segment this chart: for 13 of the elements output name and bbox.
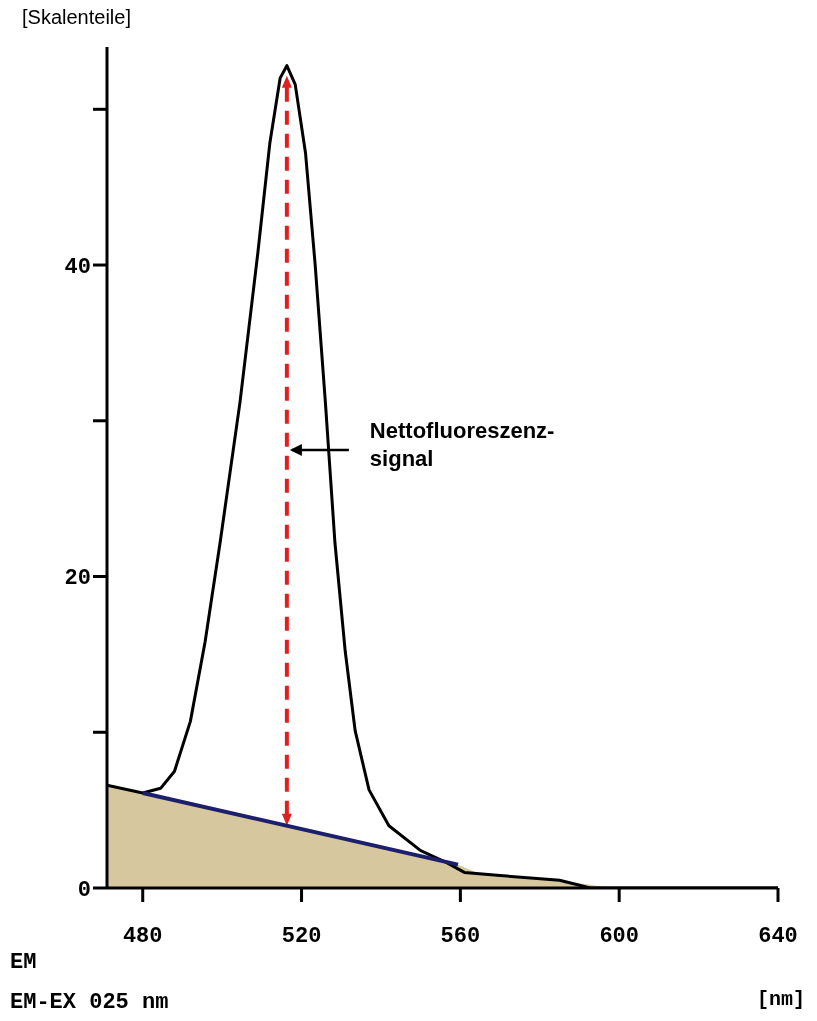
y-axis-title: [Skalenteile] <box>22 6 131 29</box>
annotation: Nettofluoreszenz- signal <box>369 418 555 471</box>
x-tick-label: 480 <box>122 923 163 949</box>
y-tick-label: 0 <box>77 877 91 903</box>
text: EM-EX 025 nm <box>10 990 169 1015</box>
x-tick-label: 640 <box>758 923 798 949</box>
y-tick-label: 20 <box>64 566 91 592</box>
y-tick-label: 40 <box>64 254 91 280</box>
x-tick-label: 600 <box>599 923 639 949</box>
text: EM <box>10 950 37 975</box>
x-tick-label: 520 <box>281 923 322 949</box>
x-tick-label: 560 <box>440 923 481 949</box>
x-axis-title: [nm] <box>756 988 805 1011</box>
